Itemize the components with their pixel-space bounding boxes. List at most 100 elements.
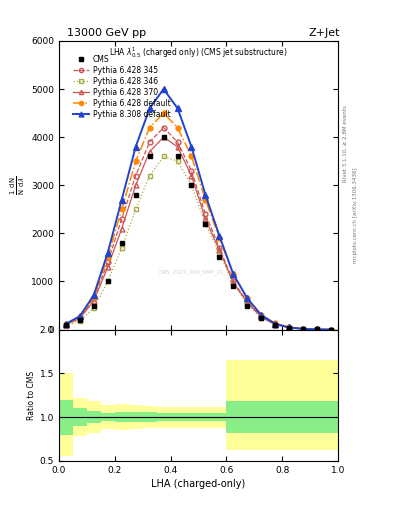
Line: Pythia 8.308 default: Pythia 8.308 default	[63, 87, 334, 332]
Pythia 6.428 default	[203, 197, 208, 203]
Pythia 6.428 345	[203, 211, 208, 217]
Pythia 8.308 default	[329, 327, 333, 333]
Pythia 6.428 370	[203, 216, 208, 222]
Pythia 6.428 370	[259, 314, 264, 320]
Text: mcplots.cern.ch [arXiv:1306.3436]: mcplots.cern.ch [arXiv:1306.3436]	[353, 167, 358, 263]
Pythia 6.428 346	[133, 206, 138, 212]
Pythia 8.308 default	[105, 249, 110, 255]
CMS	[287, 325, 292, 331]
Pythia 6.428 346	[92, 305, 96, 311]
CMS	[119, 240, 124, 246]
Pythia 6.428 345	[245, 298, 250, 305]
CMS	[147, 153, 152, 159]
Pythia 6.428 345	[231, 279, 236, 285]
Pythia 6.428 370	[147, 148, 152, 155]
Pythia 6.428 370	[64, 322, 68, 328]
Pythia 6.428 370	[119, 225, 124, 231]
Pythia 6.428 345	[64, 322, 68, 328]
Pythia 6.428 345	[119, 216, 124, 222]
Pythia 6.428 370	[315, 326, 320, 332]
Pythia 6.428 345	[329, 327, 333, 333]
Pythia 6.428 345	[273, 321, 277, 327]
Pythia 6.428 346	[203, 221, 208, 227]
Pythia 6.428 346	[287, 325, 292, 331]
X-axis label: LHA (charged-only): LHA (charged-only)	[151, 479, 246, 489]
CMS	[231, 283, 236, 289]
Pythia 8.308 default	[175, 105, 180, 112]
Pythia 6.428 345	[259, 313, 264, 319]
Pythia 6.428 370	[329, 327, 333, 333]
Pythia 8.308 default	[92, 292, 96, 298]
CMS	[245, 303, 250, 309]
Pythia 6.428 346	[175, 158, 180, 164]
Pythia 6.428 346	[329, 327, 333, 333]
Pythia 6.428 default	[273, 321, 277, 327]
Pythia 6.428 345	[287, 325, 292, 331]
CMS	[329, 327, 333, 333]
CMS	[217, 254, 222, 261]
Pythia 6.428 346	[217, 249, 222, 255]
Pythia 8.308 default	[77, 313, 82, 319]
Pythia 6.428 default	[315, 326, 320, 332]
Pythia 8.308 default	[259, 312, 264, 318]
Pythia 6.428 default	[119, 206, 124, 212]
Pythia 6.428 default	[231, 271, 236, 278]
Pythia 6.428 346	[259, 314, 264, 321]
Y-axis label: $\frac{1}{\mathrm{N}}\,\frac{\mathrm{d}\mathrm{N}}{\mathrm{d}\lambda}$: $\frac{1}{\mathrm{N}}\,\frac{\mathrm{d}\…	[9, 176, 27, 195]
Pythia 6.428 345	[217, 245, 222, 251]
Pythia 6.428 370	[189, 173, 194, 179]
Line: CMS: CMS	[64, 135, 333, 332]
CMS	[105, 279, 110, 285]
Pythia 6.428 370	[77, 315, 82, 322]
CMS	[175, 153, 180, 159]
Pythia 6.428 default	[105, 254, 110, 261]
Pythia 6.428 346	[161, 153, 166, 159]
Pythia 6.428 345	[161, 124, 166, 131]
Pythia 6.428 345	[105, 259, 110, 265]
Pythia 6.428 370	[92, 297, 96, 304]
CMS	[315, 326, 320, 332]
Pythia 6.428 370	[105, 264, 110, 270]
Pythia 6.428 default	[329, 327, 333, 333]
Pythia 6.428 370	[287, 325, 292, 331]
Pythia 6.428 346	[245, 301, 250, 307]
Pythia 6.428 346	[231, 281, 236, 287]
Text: Z+Jet: Z+Jet	[309, 28, 340, 38]
Y-axis label: Ratio to CMS: Ratio to CMS	[27, 371, 35, 420]
Text: CMS_2021_PAS_SMP_20_187: CMS_2021_PAS_SMP_20_187	[159, 269, 238, 275]
CMS	[203, 221, 208, 227]
Pythia 6.428 345	[147, 139, 152, 145]
Pythia 8.308 default	[119, 197, 124, 203]
Pythia 6.428 default	[64, 321, 68, 327]
Pythia 6.428 346	[147, 173, 152, 179]
Pythia 6.428 default	[147, 124, 152, 131]
Pythia 8.308 default	[133, 144, 138, 150]
Pythia 6.428 370	[175, 144, 180, 150]
Pythia 8.308 default	[161, 86, 166, 92]
Pythia 8.308 default	[203, 192, 208, 198]
Pythia 6.428 370	[273, 322, 277, 328]
Pythia 6.428 345	[77, 314, 82, 321]
CMS	[133, 192, 138, 198]
Pythia 6.428 346	[77, 318, 82, 324]
Pythia 8.308 default	[189, 144, 194, 150]
Pythia 6.428 346	[301, 326, 305, 332]
Pythia 6.428 default	[175, 124, 180, 131]
Line: Pythia 6.428 default: Pythia 6.428 default	[64, 111, 333, 332]
Pythia 6.428 default	[259, 312, 264, 318]
CMS	[273, 322, 277, 328]
CMS	[77, 317, 82, 323]
Legend: CMS, Pythia 6.428 345, Pythia 6.428 346, Pythia 6.428 370, Pythia 6.428 default,: CMS, Pythia 6.428 345, Pythia 6.428 346,…	[71, 53, 172, 120]
Text: LHA $\lambda^{1}_{0.5}$ (charged only) (CMS jet substructure): LHA $\lambda^{1}_{0.5}$ (charged only) (…	[109, 45, 288, 60]
Pythia 6.428 370	[231, 280, 236, 286]
Pythia 6.428 default	[77, 314, 82, 320]
Pythia 6.428 default	[161, 110, 166, 116]
Pythia 6.428 345	[175, 139, 180, 145]
CMS	[259, 314, 264, 321]
Pythia 6.428 346	[273, 322, 277, 328]
Pythia 6.428 346	[64, 323, 68, 329]
Pythia 8.308 default	[64, 321, 68, 327]
Pythia 8.308 default	[273, 321, 277, 327]
Pythia 8.308 default	[301, 326, 305, 332]
Pythia 6.428 370	[133, 182, 138, 188]
